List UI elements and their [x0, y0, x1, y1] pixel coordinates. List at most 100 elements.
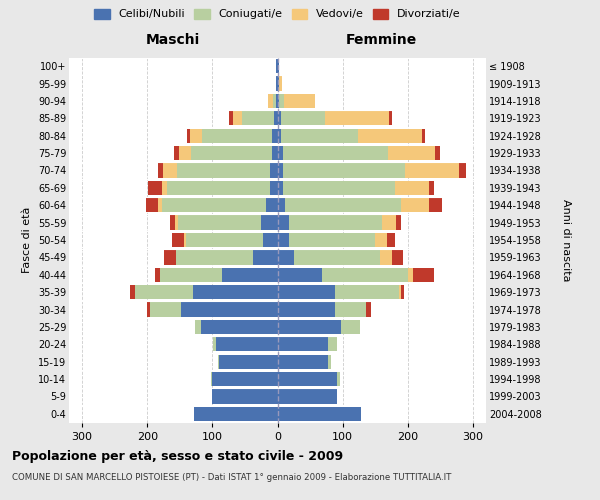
Bar [401, 285, 404, 300]
Bar [229, 111, 233, 126]
Bar [277, 354, 328, 369]
Bar [401, 198, 428, 212]
Bar [161, 180, 167, 195]
Bar [277, 111, 281, 126]
Bar [276, 94, 277, 108]
Bar [335, 302, 366, 316]
Bar [284, 94, 315, 108]
Bar [395, 180, 428, 195]
Bar [181, 302, 277, 316]
Bar [289, 233, 375, 247]
Bar [136, 285, 193, 300]
Bar [178, 216, 261, 230]
Bar [388, 146, 435, 160]
Bar [277, 216, 289, 230]
Bar [158, 198, 161, 212]
Bar [277, 198, 286, 212]
Bar [325, 111, 389, 126]
Bar [408, 268, 413, 282]
Bar [263, 233, 277, 247]
Bar [164, 250, 176, 264]
Bar [187, 128, 190, 143]
Bar [242, 111, 274, 126]
Bar [233, 111, 242, 126]
Bar [277, 268, 322, 282]
Bar [389, 111, 392, 126]
Bar [458, 164, 466, 177]
Bar [289, 216, 382, 230]
Bar [167, 180, 269, 195]
Bar [130, 285, 136, 300]
Bar [279, 94, 284, 108]
Bar [269, 180, 277, 195]
Bar [200, 320, 277, 334]
Bar [392, 250, 403, 264]
Legend: Celibi/Nubili, Coniugati/e, Vedovi/e, Divorziati/e: Celibi/Nubili, Coniugati/e, Vedovi/e, Di… [92, 6, 463, 22]
Bar [286, 198, 401, 212]
Bar [396, 216, 401, 230]
Bar [277, 285, 335, 300]
Bar [277, 76, 279, 90]
Text: COMUNE DI SAN MARCELLO PISTOIESE (PT) - Dati ISTAT 1° gennaio 2009 - Elaborazion: COMUNE DI SAN MARCELLO PISTOIESE (PT) - … [12, 472, 451, 482]
Bar [428, 198, 442, 212]
Bar [277, 320, 341, 334]
Bar [176, 250, 253, 264]
Bar [375, 233, 387, 247]
Bar [213, 337, 215, 351]
Bar [179, 146, 191, 160]
Bar [382, 216, 396, 230]
Bar [158, 164, 163, 177]
Bar [148, 180, 161, 195]
Bar [212, 372, 277, 386]
Bar [161, 198, 266, 212]
Bar [277, 164, 283, 177]
Bar [398, 285, 401, 300]
Bar [358, 128, 422, 143]
Bar [277, 59, 279, 74]
Text: Femmine: Femmine [346, 33, 418, 47]
Bar [277, 180, 283, 195]
Bar [193, 285, 277, 300]
Text: Popolazione per età, sesso e stato civile - 2009: Popolazione per età, sesso e stato civil… [12, 450, 343, 463]
Bar [174, 146, 179, 160]
Bar [172, 233, 184, 247]
Bar [218, 354, 219, 369]
Bar [175, 216, 178, 230]
Bar [277, 372, 337, 386]
Bar [268, 94, 273, 108]
Bar [186, 233, 263, 247]
Bar [277, 337, 328, 351]
Bar [277, 233, 289, 247]
Bar [191, 146, 272, 160]
Bar [194, 406, 277, 421]
Bar [277, 146, 283, 160]
Bar [294, 250, 380, 264]
Bar [196, 320, 200, 334]
Bar [190, 128, 202, 143]
Bar [428, 180, 434, 195]
Bar [150, 302, 181, 316]
Bar [276, 76, 277, 90]
Bar [405, 164, 458, 177]
Bar [274, 111, 277, 126]
Bar [177, 164, 269, 177]
Bar [160, 268, 222, 282]
Bar [281, 128, 358, 143]
Bar [277, 250, 294, 264]
Bar [435, 146, 440, 160]
Bar [366, 302, 371, 316]
Bar [272, 128, 277, 143]
Bar [219, 354, 277, 369]
Bar [269, 164, 277, 177]
Bar [266, 198, 277, 212]
Bar [211, 372, 212, 386]
Bar [276, 59, 277, 74]
Bar [283, 180, 395, 195]
Bar [279, 76, 282, 90]
Y-axis label: Anni di nascita: Anni di nascita [561, 198, 571, 281]
Bar [281, 111, 325, 126]
Bar [277, 390, 337, 404]
Bar [202, 128, 272, 143]
Bar [155, 268, 160, 282]
Bar [170, 216, 175, 230]
